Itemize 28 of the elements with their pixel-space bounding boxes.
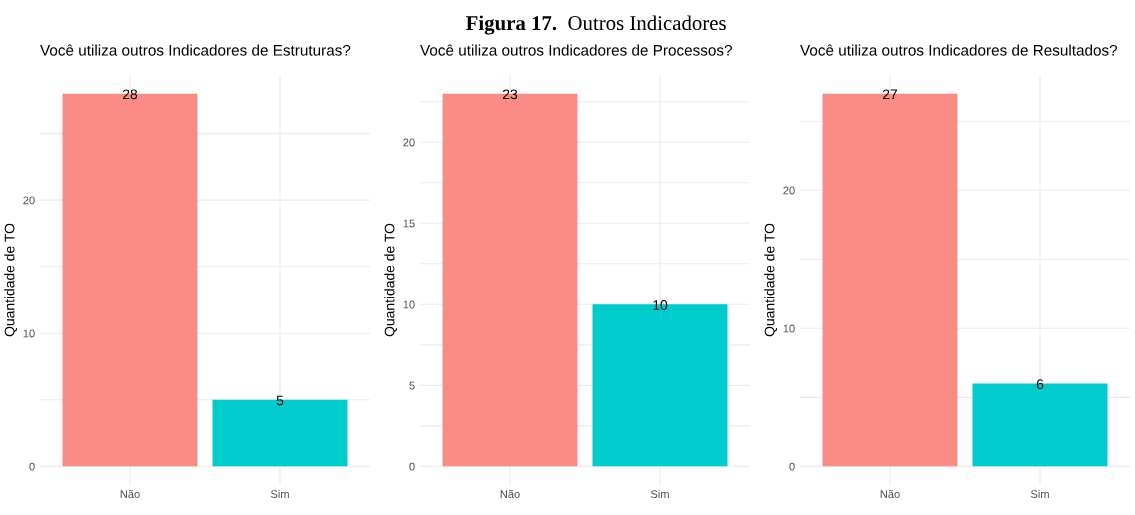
y-tick-label: 15 xyxy=(403,219,415,228)
y-axis-title: Quantidade de TO xyxy=(384,223,397,337)
x-tick-label: Sim xyxy=(1030,489,1049,499)
y-tick-label: 20 xyxy=(23,196,35,205)
x-tick-label: Não xyxy=(120,489,140,499)
data-label: 28 xyxy=(122,89,138,100)
chart-title: Você utiliza outros Indicadores de Estruturas? xyxy=(40,44,351,56)
y-tick-label: 0 xyxy=(409,462,415,471)
y-tick-label: 0 xyxy=(29,462,35,471)
x-tick-label: Sim xyxy=(270,489,289,499)
x-tick-label: Não xyxy=(880,489,900,499)
x-tick-label: Não xyxy=(500,489,520,499)
y-tick-label: 5 xyxy=(409,381,415,390)
y-tick-label: 20 xyxy=(783,186,795,195)
x-tick-label: Sim xyxy=(650,489,669,499)
y-tick-label: 20 xyxy=(403,138,415,147)
chart-title: Você utiliza outros Indicadores de Processos? xyxy=(420,44,732,56)
data-label: 27 xyxy=(882,89,898,100)
y-tick-label: 0 xyxy=(789,462,795,471)
text: Figura 17. xyxy=(466,15,557,35)
y-axis-title: Quantidade de TO xyxy=(4,223,17,337)
data-label: 23 xyxy=(502,89,518,100)
y-axis-title: Quantidade de TO xyxy=(764,223,777,337)
y-tick-label: 10 xyxy=(783,324,795,333)
y-tick-label: 10 xyxy=(23,329,35,338)
chart-title: Você utiliza outros Indicadores de Resultados? xyxy=(800,44,1118,56)
y-tick-label: 10 xyxy=(403,300,415,309)
text: Outros Indicadores xyxy=(568,15,726,31)
